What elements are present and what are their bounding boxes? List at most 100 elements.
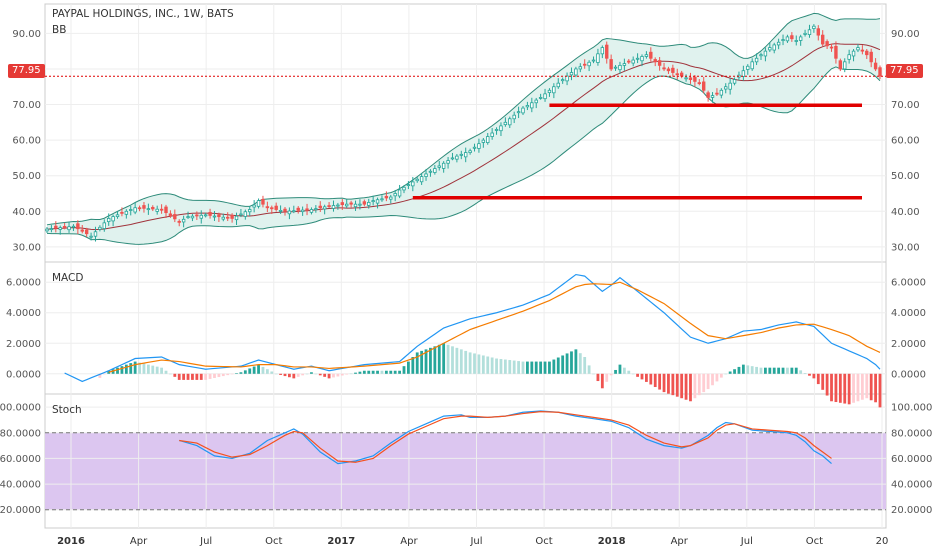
macd-histogram-bar <box>521 361 525 374</box>
x-tick-label: Oct <box>535 536 552 547</box>
macd-histogram-bar <box>596 373 600 382</box>
candle-body <box>591 59 596 62</box>
macd-histogram-bar <box>160 367 163 374</box>
candle-body <box>54 225 58 229</box>
candle-body <box>679 72 684 77</box>
macd-histogram-bar <box>305 373 309 375</box>
macd-histogram-bar <box>499 359 503 374</box>
candle-body <box>865 50 869 56</box>
macd-histogram-bar <box>129 363 133 374</box>
candle-body <box>724 86 728 90</box>
candle-body <box>58 227 62 230</box>
stoch-d-line <box>179 411 832 463</box>
price-ytick-right: 30.00 <box>891 242 920 253</box>
macd-histogram-bar <box>173 373 177 377</box>
macd-histogram-bar <box>702 373 706 393</box>
macd-histogram-bar <box>517 361 520 374</box>
macd-histogram-bar <box>323 373 327 377</box>
candle-body <box>336 204 340 207</box>
candle-body <box>516 111 521 114</box>
candle-body <box>816 28 820 36</box>
macd-histogram-bar <box>865 373 869 399</box>
candle-body <box>111 216 115 222</box>
macd-histogram-bar <box>371 370 375 374</box>
candle-body <box>768 47 772 51</box>
macd-histogram-bar <box>393 370 397 374</box>
candle-body <box>878 67 882 77</box>
candle-body <box>838 60 843 70</box>
candle-body <box>159 208 164 211</box>
macd-histogram-bar <box>671 373 675 396</box>
candle-body <box>384 195 389 199</box>
macd-histogram-bar <box>230 373 234 375</box>
x-tick-label: Oct <box>265 536 282 547</box>
macd-histogram-bar <box>398 370 401 374</box>
macd-histogram-bar <box>869 373 873 401</box>
stoch-k-line <box>179 410 832 465</box>
candle-body <box>164 206 168 214</box>
stoch-ytick-right: 40.0000 <box>891 480 932 491</box>
macd-histogram-bar <box>746 365 750 374</box>
macd-histogram-bar <box>459 349 463 374</box>
macd-ytick-right: 0.0000 <box>891 369 926 380</box>
macd-histogram-bar <box>552 359 556 374</box>
candle-body <box>741 70 746 77</box>
candle-body <box>499 125 503 132</box>
candle-body <box>525 105 530 108</box>
macd-histogram-bar <box>362 370 366 374</box>
candle-body <box>719 89 724 96</box>
macd-histogram-bar <box>649 373 653 385</box>
candle-body <box>794 40 798 42</box>
candle-body <box>560 79 565 82</box>
macd-histogram-bar <box>314 373 318 375</box>
last-price-tag-right: 77.95 <box>886 64 923 78</box>
macd-histogram-bar <box>332 373 335 378</box>
candle-body <box>609 59 613 70</box>
macd-histogram-bar <box>750 366 754 374</box>
macd-histogram-bar <box>605 373 609 382</box>
bollinger-upper-line <box>46 12 881 226</box>
macd-histogram-bar <box>124 364 128 374</box>
price-ytick-left: 70.00 <box>12 100 41 111</box>
candle-body <box>455 155 459 160</box>
candle-body <box>772 44 776 51</box>
macd-histogram-bar <box>534 361 538 374</box>
macd-histogram-bar <box>226 373 230 376</box>
macd-histogram-bar <box>98 373 102 378</box>
macd-histogram-bar <box>653 373 657 388</box>
candle-body <box>640 56 644 62</box>
candle-body <box>860 49 865 52</box>
candle-body <box>785 36 790 42</box>
candle-body <box>265 206 270 209</box>
macd-histogram-bar <box>786 367 789 374</box>
macd-histogram-bar <box>662 373 666 393</box>
candle-body <box>270 207 274 210</box>
macd-histogram-bar <box>614 369 617 374</box>
candle-body <box>688 77 693 81</box>
macd-histogram-bar <box>380 370 384 374</box>
candle-body <box>203 214 208 217</box>
candle-body <box>120 211 124 214</box>
macd-histogram-bar <box>327 373 331 379</box>
macd-histogram-bar <box>389 370 393 374</box>
macd-histogram-bar <box>799 370 803 374</box>
macd-histogram-bar <box>107 370 111 374</box>
macd-histogram-bar <box>622 367 626 374</box>
macd-histogram-bar <box>477 354 481 374</box>
price-ytick-left: 50.00 <box>12 171 41 182</box>
macd-histogram-bar <box>354 372 357 374</box>
macd-histogram-bar <box>618 364 622 374</box>
candle-body <box>873 62 878 70</box>
candle-body <box>322 206 327 210</box>
macd-histogram-bar <box>274 373 278 375</box>
stoch-ytick-right: 100.0000 <box>891 403 932 414</box>
candle-body <box>605 44 609 59</box>
x-tick-label: Oct <box>806 536 823 547</box>
macd-histogram-bar <box>437 344 441 374</box>
stoch-ytick-left: 80.0000 <box>0 428 41 439</box>
candle-body <box>195 214 199 217</box>
candle-body <box>644 54 649 57</box>
macd-histogram-bar <box>556 357 560 374</box>
macd-histogram-bar <box>574 349 578 374</box>
candle-body <box>428 170 433 173</box>
